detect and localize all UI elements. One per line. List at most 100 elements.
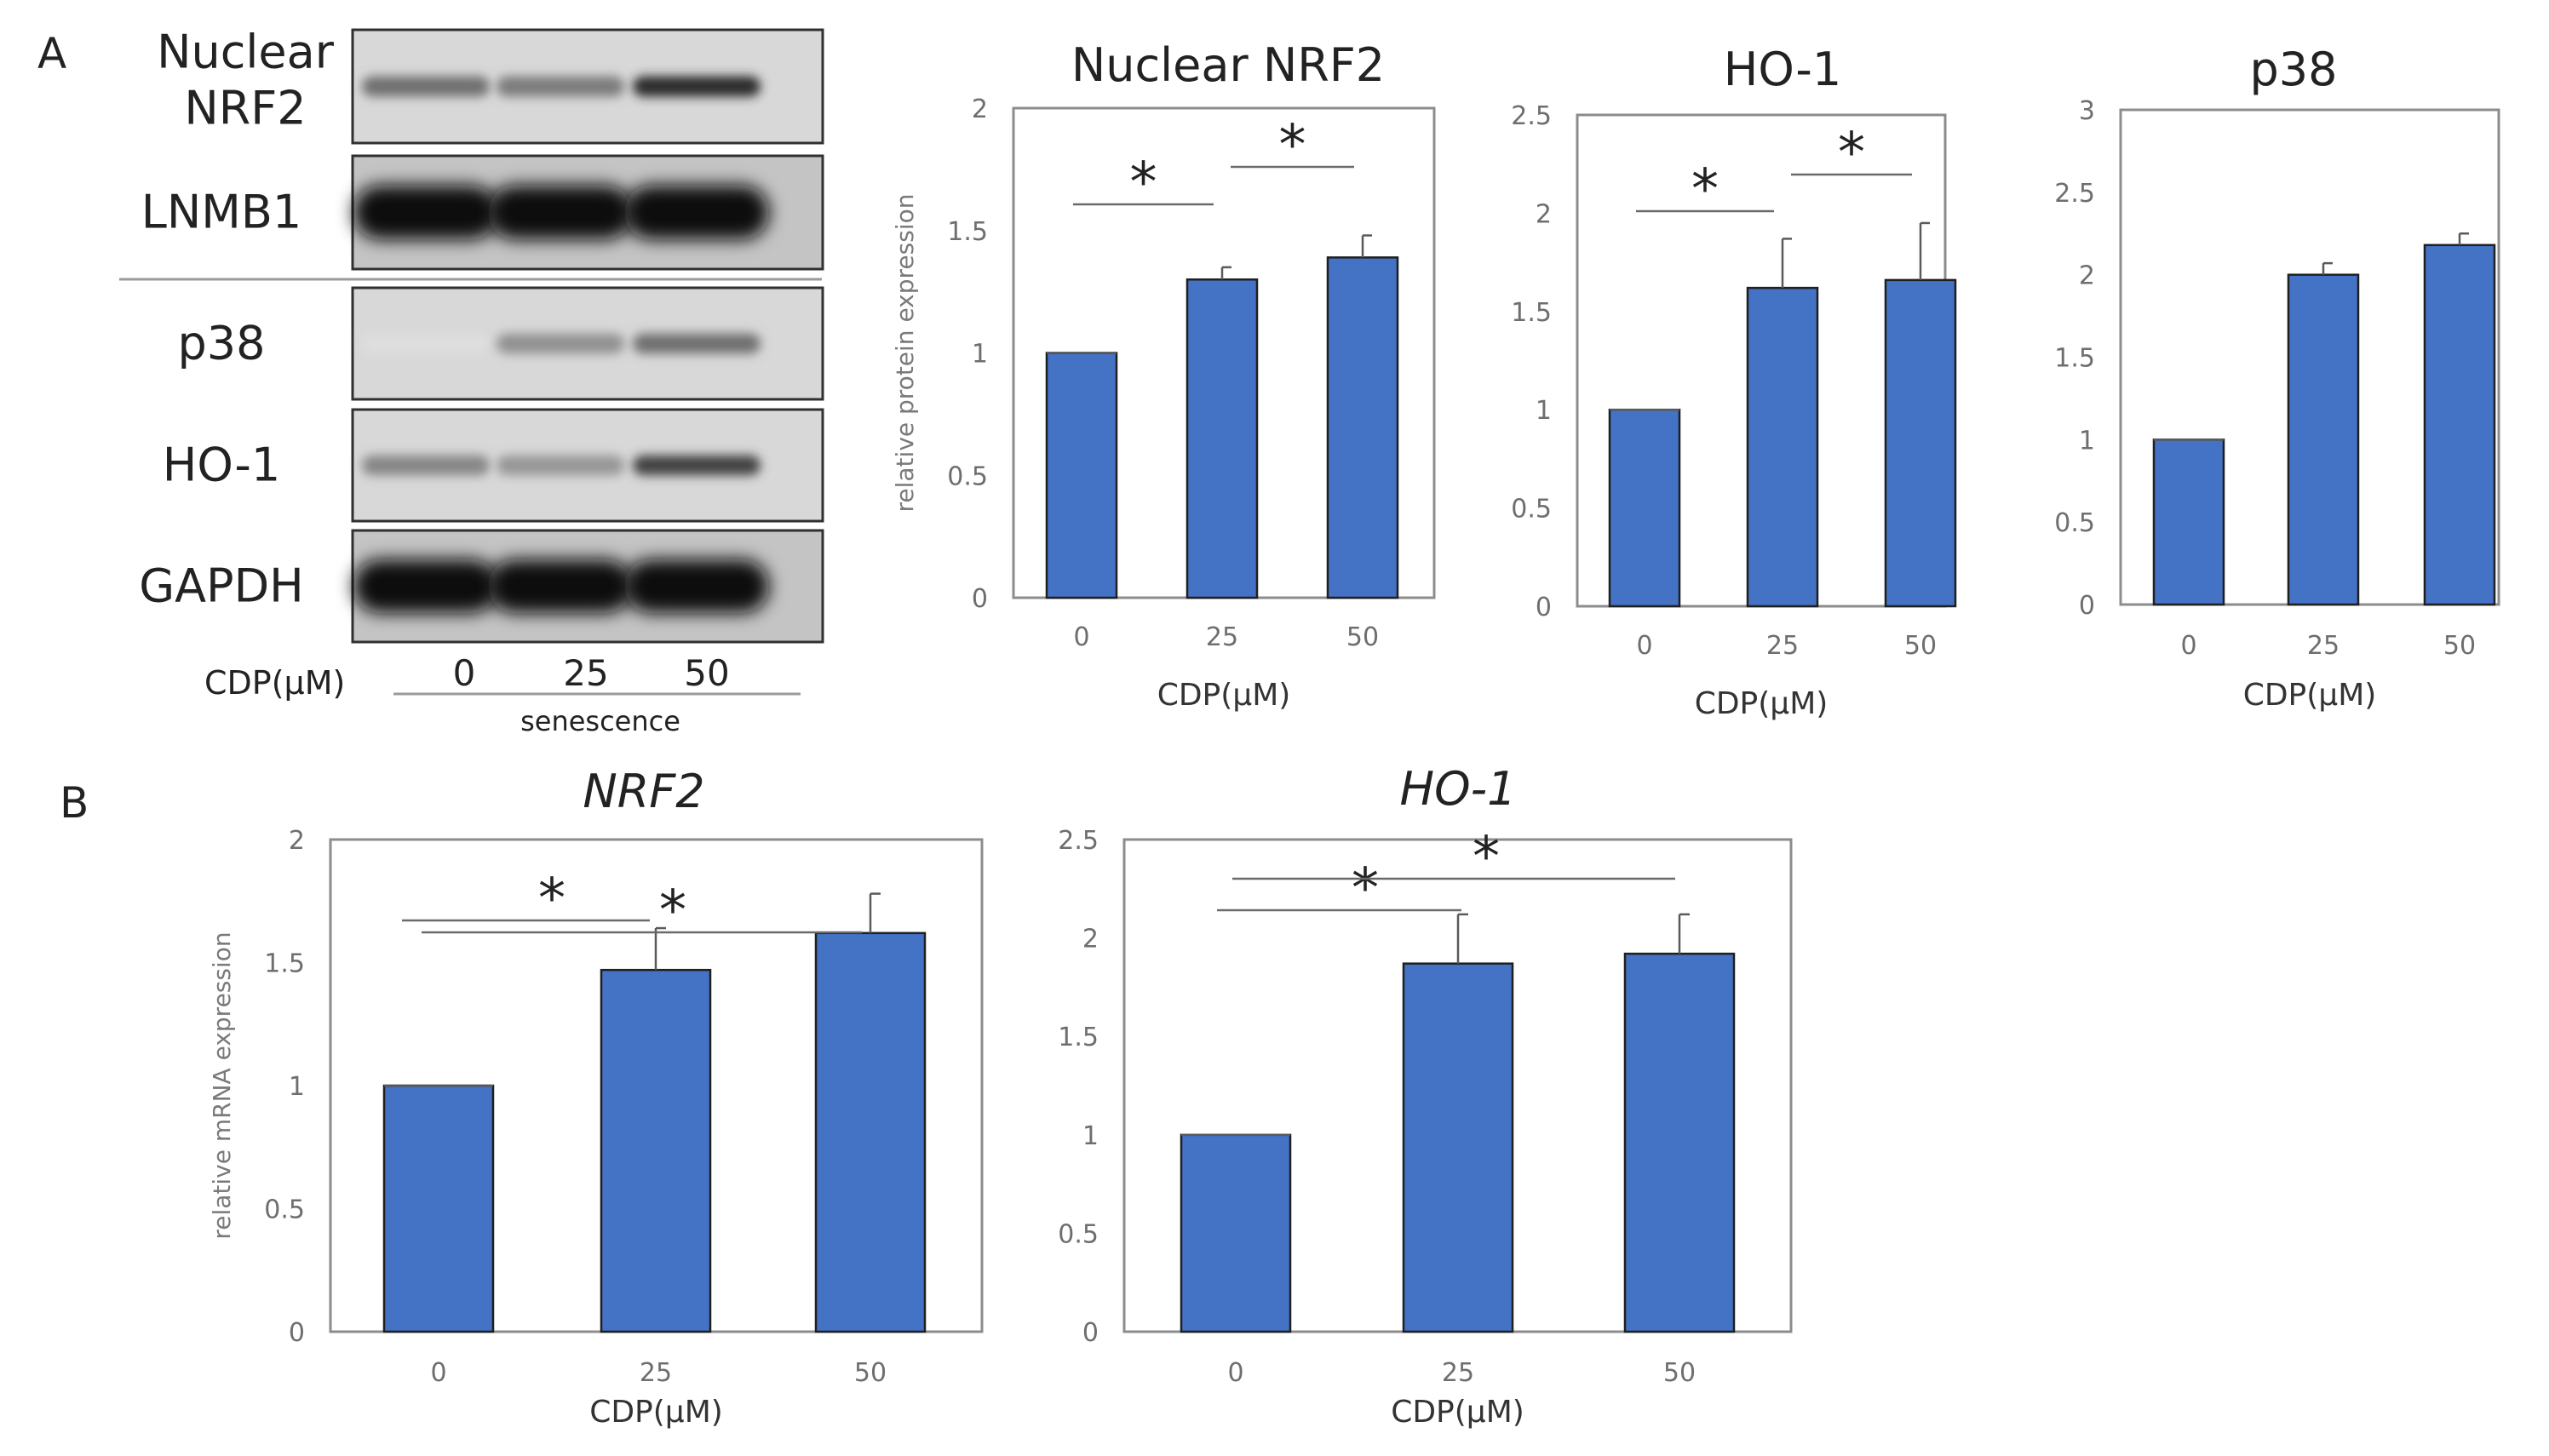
chart-title: NRF2: [583, 765, 704, 818]
y-tick-label: 1: [1082, 1121, 1099, 1151]
bar: [600, 968, 712, 1333]
chart-title: HO-1: [1724, 43, 1841, 96]
y-tick-label: 1.5: [947, 217, 988, 247]
x-tick-label: 50: [1904, 631, 1937, 661]
bar: [2423, 244, 2496, 606]
blot-band: [488, 185, 633, 240]
y-tick-label: 2: [2079, 261, 2095, 291]
y-tick-label: 0: [1082, 1318, 1099, 1348]
significance-label: *: [659, 880, 686, 943]
blot-band: [633, 76, 761, 97]
x-tick-label: 25: [1442, 1358, 1474, 1388]
y-tick-label: 0: [2079, 591, 2095, 621]
senescence-label: senescence: [520, 705, 680, 737]
significance-label: *: [1279, 114, 1306, 177]
blot-band: [362, 455, 490, 476]
y-tick-label: 1: [972, 340, 988, 370]
chart-title: Nuclear NRF2: [1071, 38, 1385, 92]
western-blot: Nuclear NRF2 LNMB1 p38 HO-1 GAPDH CDP(μM) 0 25…: [119, 26, 824, 737]
blot-band: [497, 455, 624, 476]
blot-band: [362, 333, 490, 354]
y-tick-label: 0.5: [2054, 508, 2095, 538]
y-axis-label: relative mRNA expression: [208, 931, 236, 1239]
panel-label-b: B: [60, 778, 89, 828]
blot-band: [497, 333, 624, 354]
y-tick-label: 3: [2079, 96, 2095, 126]
y-tick-label: 2.5: [1058, 826, 1099, 856]
blot-row-labels: Nuclear NRF2 LNMB1 p38 HO-1 GAPDH: [139, 26, 334, 613]
blot-band: [497, 76, 624, 97]
blot-band: [633, 333, 761, 354]
y-tick-label: 1: [289, 1072, 305, 1102]
y-tick-label: 1.5: [2054, 344, 2095, 374]
blot-band: [624, 559, 769, 613]
blot-band: [624, 185, 769, 240]
x-axis-label: CDP(μM): [2243, 678, 2377, 713]
bar: [1326, 256, 1399, 599]
y-tick-label: 1: [2079, 426, 2095, 456]
y-tick-label: 0: [972, 584, 988, 614]
x-tick-label: 25: [1206, 622, 1238, 652]
y-axis-label: relative protein expression: [891, 194, 919, 513]
significance-label: *: [1473, 826, 1500, 889]
significance-label: *: [1130, 152, 1157, 215]
chart-title: HO-1: [1400, 762, 1517, 816]
blot-lane-label: 50: [684, 652, 729, 694]
blot-row-label: p38: [178, 317, 266, 370]
bar: [2152, 439, 2225, 606]
bar: [1180, 1133, 1292, 1333]
blot-band: [362, 76, 490, 97]
blot-band: [633, 455, 761, 476]
x-tick-label: 0: [1227, 1358, 1243, 1388]
x-tick-label: 25: [2307, 631, 2339, 661]
significance-label: *: [1691, 158, 1719, 221]
y-tick-label: 0: [1536, 593, 1552, 622]
bar: [1884, 278, 1957, 608]
bar: [1746, 286, 1819, 608]
bar: [1608, 408, 1681, 608]
y-tick-label: 2: [289, 826, 305, 856]
chart-ho1-mrna: HO-1 0 0.5 1 1.5 2 2.5 0 25 50 CDP(μM) * *: [1058, 762, 1793, 1430]
bar: [1623, 952, 1736, 1333]
blot-row-label: HO-1: [163, 439, 280, 492]
significance-label: *: [1838, 122, 1865, 185]
x-tick-label: 0: [1073, 622, 1089, 652]
y-tick-label: 2.5: [2054, 179, 2095, 209]
y-tick-label: 0: [289, 1318, 305, 1348]
x-tick-label: 25: [1766, 631, 1799, 661]
blot-band: [488, 559, 633, 613]
chart-p38-protein: p38 0 0.5 1 1.5 2 2.5 3 0 25 50 CDP(μM): [2054, 43, 2500, 713]
x-tick-label: 50: [2443, 631, 2476, 661]
chart-nuclear-nrf2: Nuclear NRF2 0 0.5 1 1.5 2 relative protein ex…: [891, 38, 1436, 713]
bar: [814, 931, 927, 1333]
chart-ho1-protein: HO-1 0 0.5 1 1.5 2 2.5 0 25 50 CDP(μM) * *: [1511, 43, 1957, 721]
blot-lane-label: 25: [563, 652, 608, 694]
y-tick-label: 2: [1536, 199, 1552, 229]
x-tick-label: 0: [1636, 631, 1652, 661]
blot-band: [353, 559, 498, 613]
bar: [1045, 352, 1118, 599]
bar: [382, 1084, 495, 1333]
y-tick-label: 2: [972, 95, 988, 124]
blot-lane-labels: 0 25 50: [453, 652, 730, 694]
x-tick-label: 50: [1346, 622, 1379, 652]
x-tick-label: 0: [430, 1358, 446, 1388]
y-tick-label: 1.5: [1511, 298, 1552, 328]
blot-row-label: GAPDH: [139, 559, 304, 613]
bar: [1402, 962, 1514, 1333]
y-tick-label: 0.5: [947, 461, 988, 491]
chart-title: p38: [2250, 43, 2338, 96]
x-axis-label: CDP(μM): [1695, 686, 1829, 721]
y-tick-label: 2: [1082, 925, 1099, 954]
blot-row-label: Nuclear NRF2: [157, 26, 335, 135]
x-tick-label: 25: [640, 1358, 672, 1388]
y-tick-label: 0.5: [264, 1195, 305, 1225]
blot-lane-label: 0: [453, 652, 476, 694]
chart-nrf2-mrna: NRF2 0 0.5 1 1.5 2 relative mRNA expression 0 25…: [208, 765, 984, 1430]
bar: [2287, 273, 2360, 606]
panel-label-a: A: [37, 29, 66, 78]
bar: [1186, 278, 1259, 599]
y-tick-label: 0.5: [1058, 1219, 1099, 1249]
y-tick-label: 2.5: [1511, 101, 1552, 131]
x-axis-label: CDP(μM): [1391, 1395, 1524, 1430]
